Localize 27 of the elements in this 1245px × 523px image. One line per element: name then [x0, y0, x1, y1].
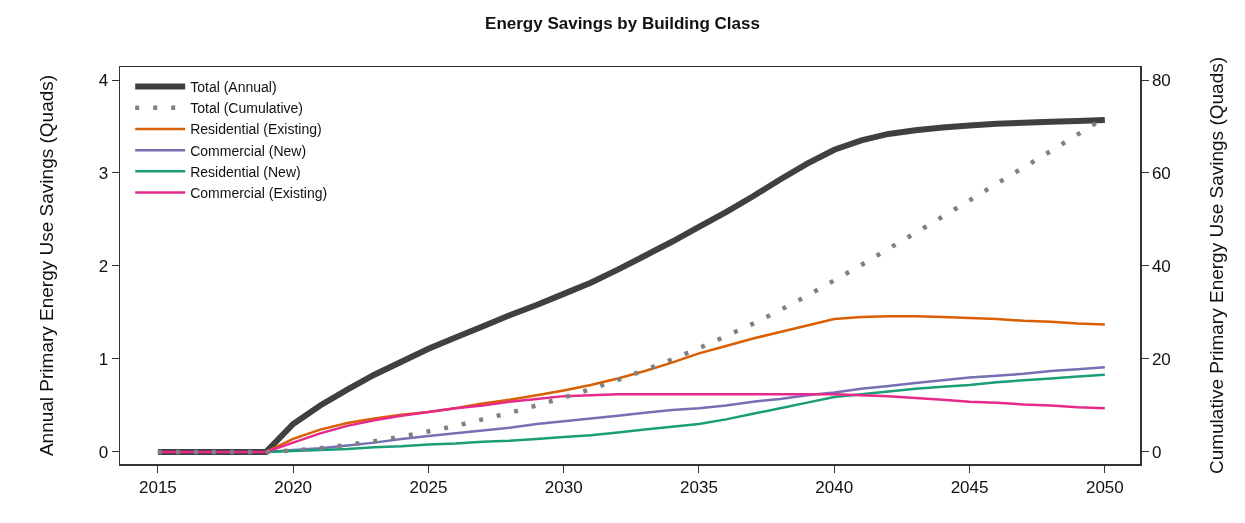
y2-tick-label: 40 — [1151, 256, 1171, 276]
y-tick-label: 2 — [98, 256, 109, 276]
legend-label: Residential (Existing) — [190, 121, 322, 138]
y2-tick-label: 20 — [1151, 349, 1171, 369]
y2-axis-title: Cumulative Primary Energy Use Savings (Quads) — [1206, 56, 1228, 475]
x-tick-label: 2045 — [950, 477, 989, 497]
legend-label: Commercial (New) — [190, 142, 307, 159]
legend-label: Commercial (Existing) — [190, 185, 328, 202]
y-axis-title: Annual Primary Energy Use Savings (Quads) — [35, 74, 57, 457]
legend-label: Residential (New) — [190, 163, 301, 180]
legend-label: Total (Cumulative) — [190, 100, 304, 117]
y-tick-label: 4 — [98, 70, 109, 90]
x-tick-label: 2025 — [409, 477, 448, 497]
legend-label: Total (Annual) — [190, 79, 277, 96]
y2-tick-label: 80 — [1151, 70, 1171, 90]
y2-tick-label: 0 — [1151, 442, 1162, 462]
y-tick-label: 1 — [98, 349, 109, 369]
x-tick-label: 2040 — [815, 477, 854, 497]
x-tick-label: 2030 — [544, 477, 583, 497]
x-tick-label: 2035 — [680, 477, 718, 497]
y-tick-label: 0 — [98, 442, 109, 462]
x-tick-label: 2015 — [138, 477, 177, 497]
x-tick-label: 2020 — [274, 477, 313, 497]
y2-tick-label: 60 — [1151, 163, 1171, 183]
chart-title: Energy Savings by Building Class — [485, 14, 760, 34]
x-tick-label: 2050 — [1085, 477, 1124, 497]
y-tick-label: 3 — [98, 163, 109, 183]
